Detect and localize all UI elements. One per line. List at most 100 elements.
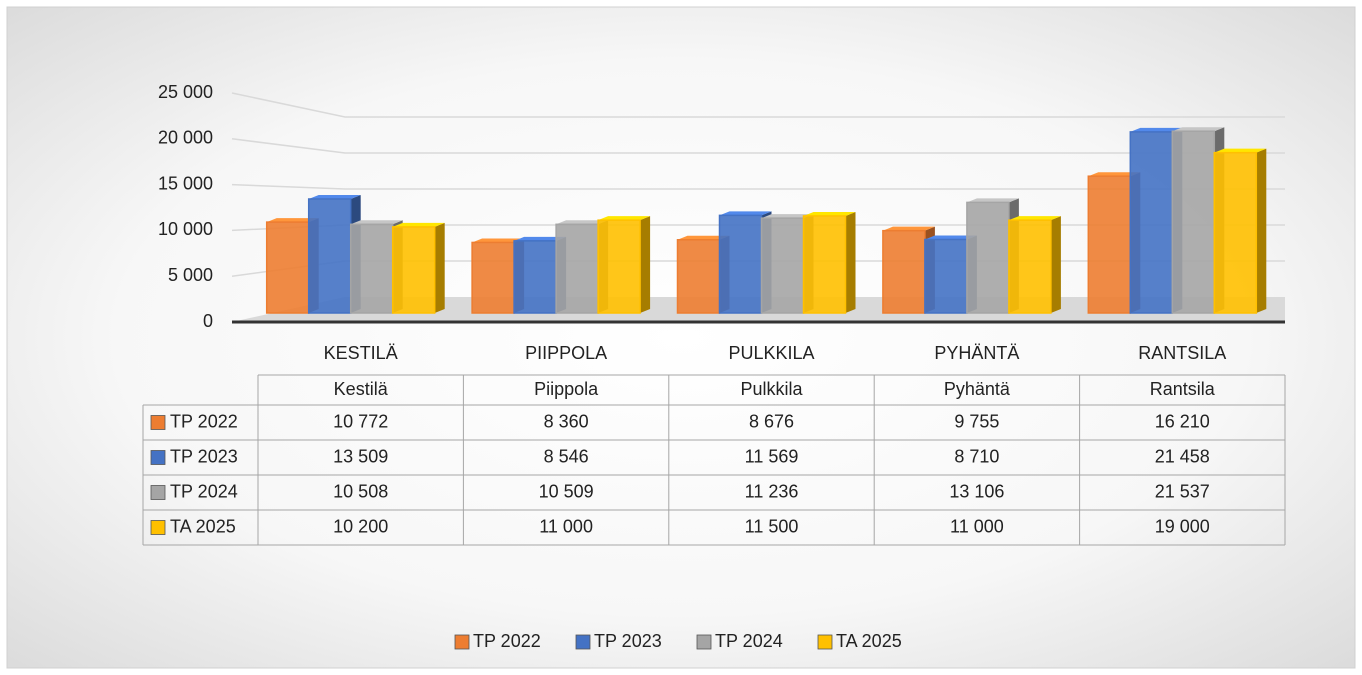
legend-swatch xyxy=(696,634,712,650)
bar-side xyxy=(434,222,445,313)
bar-top xyxy=(677,235,730,240)
bar-top xyxy=(350,220,403,225)
bar-top xyxy=(803,211,856,216)
table-cell: 8 676 xyxy=(749,411,794,431)
legend-swatch xyxy=(817,634,833,650)
bar xyxy=(1213,151,1258,314)
bar-top xyxy=(598,216,651,221)
y-tick-label: 25 000 xyxy=(158,82,213,102)
bar-top xyxy=(882,226,935,231)
bar-side xyxy=(1256,148,1267,313)
table-cell: 13 106 xyxy=(949,481,1004,501)
table-header: Piippola xyxy=(534,379,599,399)
table-cell: 21 458 xyxy=(1155,446,1210,466)
table-cell: 21 537 xyxy=(1155,481,1210,501)
table-cell: 16 210 xyxy=(1155,411,1210,431)
bar-top xyxy=(392,222,445,227)
bar xyxy=(882,229,926,314)
legend-swatch xyxy=(150,520,166,535)
bar xyxy=(513,240,557,314)
table-cell: 11 500 xyxy=(745,516,799,536)
bar xyxy=(555,223,599,314)
bar-top xyxy=(719,211,772,216)
bar xyxy=(349,223,394,314)
bar xyxy=(760,217,805,314)
table-row-label: TP 2023 xyxy=(170,446,238,466)
table-header: Pulkkila xyxy=(740,379,803,399)
grid-line xyxy=(231,183,1285,190)
bar-top xyxy=(514,236,567,241)
y-tick-label: 10 000 xyxy=(158,219,213,239)
table-cell: 11 000 xyxy=(950,516,1004,536)
bar-top xyxy=(1130,127,1183,132)
table-cell: 10 200 xyxy=(333,516,388,536)
x-tick-label: PIIPPOLA xyxy=(525,343,607,363)
bar xyxy=(1129,131,1174,314)
bar-side xyxy=(845,211,856,313)
table-cell: 11 569 xyxy=(745,446,799,466)
bar xyxy=(1087,175,1132,314)
legend-swatch xyxy=(454,634,470,650)
legend-swatch xyxy=(575,634,591,650)
table-cell: 19 000 xyxy=(1155,516,1210,536)
bar-top xyxy=(266,218,319,223)
legend-label: TA 2025 xyxy=(836,631,902,651)
table-cell: 10 509 xyxy=(539,481,594,501)
bar xyxy=(597,219,641,314)
legend-swatch xyxy=(150,485,166,500)
bar xyxy=(1008,219,1052,314)
bar-top xyxy=(556,220,609,225)
chart-background xyxy=(6,6,1356,669)
table-cell: 10 508 xyxy=(333,481,388,501)
bar-side xyxy=(640,216,651,313)
table-cell: 11 236 xyxy=(745,481,799,501)
y-tick-label: 20 000 xyxy=(158,128,213,148)
y-tick-label: 5 000 xyxy=(168,265,213,285)
table-cell: 8 360 xyxy=(544,411,589,431)
bar-top xyxy=(966,198,1019,203)
legend-swatch xyxy=(150,415,166,430)
bar xyxy=(924,238,968,314)
bar xyxy=(966,201,1010,314)
table-row-label: TP 2022 xyxy=(170,411,238,431)
legend-label: TP 2023 xyxy=(594,631,662,651)
table-header: Rantsila xyxy=(1150,379,1216,399)
table-cell: 8 546 xyxy=(544,446,589,466)
y-tick-label: 0 xyxy=(203,311,213,331)
table-cell: 13 509 xyxy=(333,446,388,466)
table-row-label: TA 2025 xyxy=(170,516,236,536)
bar-top xyxy=(308,194,361,199)
table-header: Pyhäntä xyxy=(944,379,1011,399)
bar-top xyxy=(1088,172,1141,177)
x-tick-label: RANTSILA xyxy=(1138,343,1226,363)
bar-top xyxy=(1214,148,1267,153)
y-tick-label: 15 000 xyxy=(158,173,213,193)
table-cell: 10 772 xyxy=(333,411,388,431)
legend-label: TP 2022 xyxy=(473,631,541,651)
x-tick-label: PULKKILA xyxy=(728,343,814,363)
table-row-label: TP 2024 xyxy=(170,481,238,501)
x-tick-label: KESTILÄ xyxy=(324,343,398,363)
table-cell: 11 000 xyxy=(539,516,593,536)
bar-top xyxy=(472,238,525,243)
bar xyxy=(471,241,515,314)
bar xyxy=(676,239,721,314)
bar xyxy=(1171,130,1216,314)
grid-line xyxy=(231,138,1285,154)
x-tick-label: PYHÄNTÄ xyxy=(934,343,1019,363)
table-header: Kestilä xyxy=(334,379,389,399)
bar xyxy=(718,214,763,314)
grid-line xyxy=(231,92,1285,118)
legend-label: TP 2024 xyxy=(715,631,783,651)
legend-swatch xyxy=(150,450,166,465)
bar-top xyxy=(924,235,977,240)
bar-top xyxy=(1172,127,1225,132)
bar xyxy=(391,226,436,314)
bar-top xyxy=(761,214,814,219)
bar xyxy=(802,215,847,314)
bar xyxy=(265,221,310,314)
bar xyxy=(307,198,352,314)
bar-top xyxy=(1008,216,1061,221)
bar-side xyxy=(1050,216,1061,313)
